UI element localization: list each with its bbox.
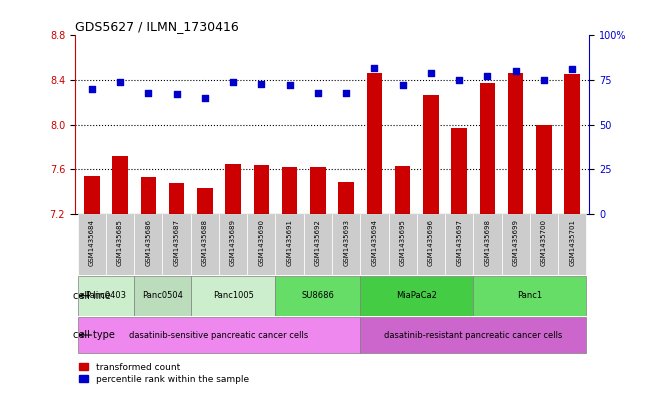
Text: GSM1435685: GSM1435685	[117, 219, 123, 266]
Bar	[480, 83, 495, 214]
Text: GSM1435689: GSM1435689	[230, 219, 236, 266]
Bar	[508, 73, 523, 214]
FancyBboxPatch shape	[473, 214, 501, 275]
Bar	[339, 182, 354, 214]
Point	[115, 79, 125, 85]
Bar	[423, 95, 439, 214]
FancyBboxPatch shape	[134, 214, 163, 275]
Bar	[310, 167, 326, 214]
Point	[284, 82, 295, 88]
FancyBboxPatch shape	[77, 276, 134, 316]
FancyBboxPatch shape	[558, 214, 587, 275]
FancyBboxPatch shape	[163, 214, 191, 275]
Bar	[536, 125, 551, 214]
Bar	[141, 177, 156, 214]
Bar	[197, 189, 213, 214]
Point	[426, 70, 436, 76]
Point	[312, 90, 323, 96]
FancyBboxPatch shape	[219, 214, 247, 275]
FancyBboxPatch shape	[191, 276, 275, 316]
FancyBboxPatch shape	[106, 214, 134, 275]
FancyBboxPatch shape	[304, 214, 332, 275]
Point	[510, 68, 521, 74]
Text: GSM1435700: GSM1435700	[541, 219, 547, 266]
Point	[454, 77, 464, 83]
FancyBboxPatch shape	[417, 214, 445, 275]
Text: Panc0403: Panc0403	[85, 291, 126, 300]
Text: GSM1435697: GSM1435697	[456, 219, 462, 266]
Bar	[451, 128, 467, 214]
Point	[171, 91, 182, 97]
Point	[369, 64, 380, 71]
Point	[87, 86, 97, 92]
Point	[539, 77, 549, 83]
Point	[567, 66, 577, 72]
FancyBboxPatch shape	[501, 214, 530, 275]
Text: SU8686: SU8686	[301, 291, 335, 300]
Point	[398, 82, 408, 88]
FancyBboxPatch shape	[445, 214, 473, 275]
FancyBboxPatch shape	[360, 276, 473, 316]
Text: GSM1435694: GSM1435694	[372, 219, 378, 266]
FancyBboxPatch shape	[473, 276, 587, 316]
Text: GSM1435696: GSM1435696	[428, 219, 434, 266]
Bar	[395, 166, 410, 214]
Text: GSM1435691: GSM1435691	[286, 219, 292, 266]
Text: cell type: cell type	[74, 330, 115, 340]
Bar	[282, 167, 298, 214]
Text: GSM1435693: GSM1435693	[343, 219, 349, 266]
Text: GSM1435684: GSM1435684	[89, 219, 95, 266]
Text: Panc0504: Panc0504	[142, 291, 183, 300]
FancyBboxPatch shape	[360, 317, 587, 353]
Bar	[254, 165, 269, 214]
FancyBboxPatch shape	[191, 214, 219, 275]
Text: Panc1: Panc1	[518, 291, 542, 300]
Point	[143, 90, 154, 96]
Text: GDS5627 / ILMN_1730416: GDS5627 / ILMN_1730416	[75, 20, 239, 33]
Text: GSM1435692: GSM1435692	[315, 219, 321, 266]
Text: GSM1435686: GSM1435686	[145, 219, 151, 266]
Text: cell line: cell line	[74, 291, 111, 301]
Text: MiaPaCa2: MiaPaCa2	[396, 291, 437, 300]
FancyBboxPatch shape	[275, 214, 304, 275]
Text: GSM1435690: GSM1435690	[258, 219, 264, 266]
Text: dasatinib-sensitive pancreatic cancer cells: dasatinib-sensitive pancreatic cancer ce…	[130, 331, 309, 340]
Point	[256, 81, 266, 87]
FancyBboxPatch shape	[275, 276, 360, 316]
FancyBboxPatch shape	[247, 214, 275, 275]
Text: GSM1435701: GSM1435701	[569, 219, 575, 266]
FancyBboxPatch shape	[134, 276, 191, 316]
FancyBboxPatch shape	[389, 214, 417, 275]
Text: Panc1005: Panc1005	[213, 291, 253, 300]
Bar	[225, 164, 241, 214]
Bar	[367, 73, 382, 214]
Bar	[169, 183, 184, 214]
Text: dasatinib-resistant pancreatic cancer cells: dasatinib-resistant pancreatic cancer ce…	[384, 331, 562, 340]
Text: GSM1435688: GSM1435688	[202, 219, 208, 266]
Point	[341, 90, 352, 96]
Legend: transformed count, percentile rank within the sample: transformed count, percentile rank withi…	[79, 363, 249, 384]
Text: GSM1435698: GSM1435698	[484, 219, 490, 266]
FancyBboxPatch shape	[360, 214, 389, 275]
Point	[228, 79, 238, 85]
Text: GSM1435699: GSM1435699	[513, 219, 519, 266]
FancyBboxPatch shape	[332, 214, 360, 275]
Text: GSM1435687: GSM1435687	[174, 219, 180, 266]
Bar	[564, 75, 580, 214]
FancyBboxPatch shape	[77, 214, 106, 275]
Point	[200, 95, 210, 101]
Point	[482, 73, 493, 80]
Bar	[113, 156, 128, 214]
FancyBboxPatch shape	[77, 317, 360, 353]
Text: GSM1435695: GSM1435695	[400, 219, 406, 266]
Bar	[84, 176, 100, 214]
FancyBboxPatch shape	[530, 214, 558, 275]
